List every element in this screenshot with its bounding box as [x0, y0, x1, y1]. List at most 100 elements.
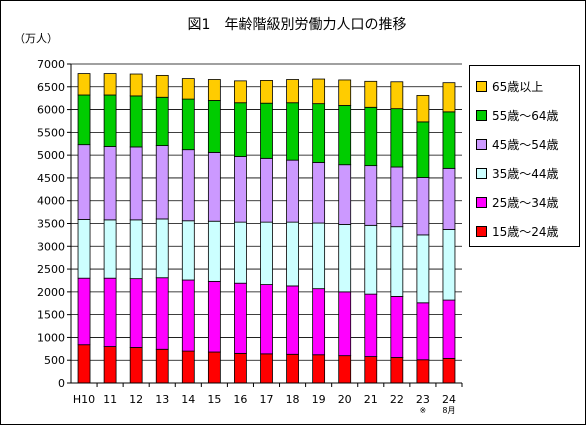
bar-segment	[442, 229, 456, 301]
bar-segment	[312, 222, 326, 290]
legend-swatch	[476, 167, 487, 179]
legend-swatch	[476, 80, 487, 92]
bar-segment	[416, 234, 430, 304]
bar-segment	[155, 348, 169, 384]
x-tick-label: 23	[416, 393, 430, 406]
legend-swatch	[476, 109, 487, 121]
bar-segment	[103, 219, 117, 279]
bar-segment	[234, 282, 247, 354]
bar-segment	[416, 95, 430, 123]
bar-segment	[181, 279, 195, 352]
bar-segment	[234, 80, 247, 104]
bar-segment	[181, 350, 195, 384]
x-tick-label: 14	[181, 393, 195, 406]
y-tick-label: 5000	[37, 149, 65, 162]
bar-segment	[312, 354, 326, 384]
bar-segment	[390, 108, 404, 168]
bar-segment	[103, 73, 117, 96]
bar-segment	[155, 145, 169, 220]
legend-item: 45歳～54歳	[476, 136, 559, 152]
legend-label: 55歳～64歳	[492, 108, 559, 123]
legend-label: 25歳～34歳	[492, 195, 559, 210]
x-tick-label: 18	[286, 393, 300, 406]
x-tick-label: 20	[338, 393, 352, 406]
bar-segment	[234, 221, 247, 284]
bar-segment	[77, 344, 91, 384]
bar-segment	[129, 95, 143, 148]
chart-title: 図1 年齢階級別労働力人口の推移	[187, 17, 407, 33]
bar-segment	[103, 94, 117, 147]
x-tick-note: 8月	[442, 406, 455, 415]
bar-segment	[442, 167, 456, 230]
bar-segment	[312, 288, 326, 356]
bar-segment	[364, 293, 378, 357]
bar-segment	[181, 98, 195, 151]
y-tick-label: 2000	[37, 286, 65, 299]
y-axis-unit-label: （万人）	[14, 32, 58, 45]
bar-segment	[207, 220, 221, 282]
bar-segment	[155, 277, 169, 350]
bar-segment	[207, 100, 221, 153]
bar-segment	[103, 146, 117, 221]
bar-segment	[129, 146, 143, 221]
bar-segment	[234, 102, 247, 157]
bar-segment	[338, 164, 352, 225]
bar-segment	[155, 218, 169, 279]
legend-swatch	[476, 196, 487, 208]
legend-item: 35歳～44歳	[476, 165, 559, 181]
bar-segment	[338, 105, 352, 166]
x-tick-label: 24	[442, 393, 456, 406]
bar-segment	[260, 157, 273, 223]
bar-segment	[260, 284, 273, 355]
bar-segment	[416, 302, 430, 361]
bar-segment	[286, 353, 299, 384]
y-tick-label: 4000	[37, 195, 65, 208]
x-tick-label: 12	[129, 393, 143, 406]
x-tick-label: 17	[260, 393, 274, 406]
bar-segment	[260, 80, 273, 104]
bar-segment	[129, 347, 143, 384]
legend-item: 15歳～24歳	[476, 223, 559, 239]
bar-segment	[234, 156, 247, 223]
y-tick-label: 7000	[37, 58, 65, 71]
y-tick-label: 1000	[37, 331, 65, 344]
legend-label: 35歳～44歳	[492, 166, 559, 181]
bar-segment	[260, 221, 273, 285]
bar-segment	[207, 79, 221, 101]
legend-item: 65歳以上	[476, 78, 543, 94]
bar-segment	[416, 177, 430, 236]
bar-segment	[181, 78, 195, 100]
bar-segment	[390, 166, 404, 228]
y-tick-label: 3500	[37, 218, 65, 231]
bar-segment	[181, 149, 195, 222]
bar-segment	[260, 353, 273, 384]
x-tick-note: ※	[420, 406, 427, 415]
bar-segment	[364, 106, 378, 167]
bar-segment	[390, 357, 404, 384]
bar-segment	[207, 351, 221, 384]
bar-segment	[286, 102, 299, 161]
y-tick-label: 3000	[37, 240, 65, 253]
x-tick-label: 22	[390, 393, 404, 406]
bar-segment	[312, 103, 326, 163]
legend-label: 15歳～24歳	[492, 224, 559, 239]
bar-segment	[390, 226, 404, 297]
bar-segment	[286, 285, 299, 355]
y-tick-label: 1500	[37, 309, 65, 322]
y-tick-label: 6500	[37, 81, 65, 94]
legend-swatch	[476, 225, 487, 237]
bar-segment	[416, 121, 430, 178]
legend-item: 55歳～64歳	[476, 107, 559, 123]
bar-segment	[312, 78, 326, 105]
bar-segment	[103, 277, 117, 347]
bar-segment	[77, 94, 91, 146]
bar-segment	[442, 357, 456, 384]
bar-segment	[129, 219, 143, 280]
bar-segment	[442, 299, 456, 359]
bar-segment	[77, 73, 91, 96]
x-tick-label: H10	[73, 393, 95, 406]
bar-segment	[129, 73, 143, 97]
bar-segment	[77, 144, 91, 220]
y-tick-label: 0	[58, 377, 65, 390]
